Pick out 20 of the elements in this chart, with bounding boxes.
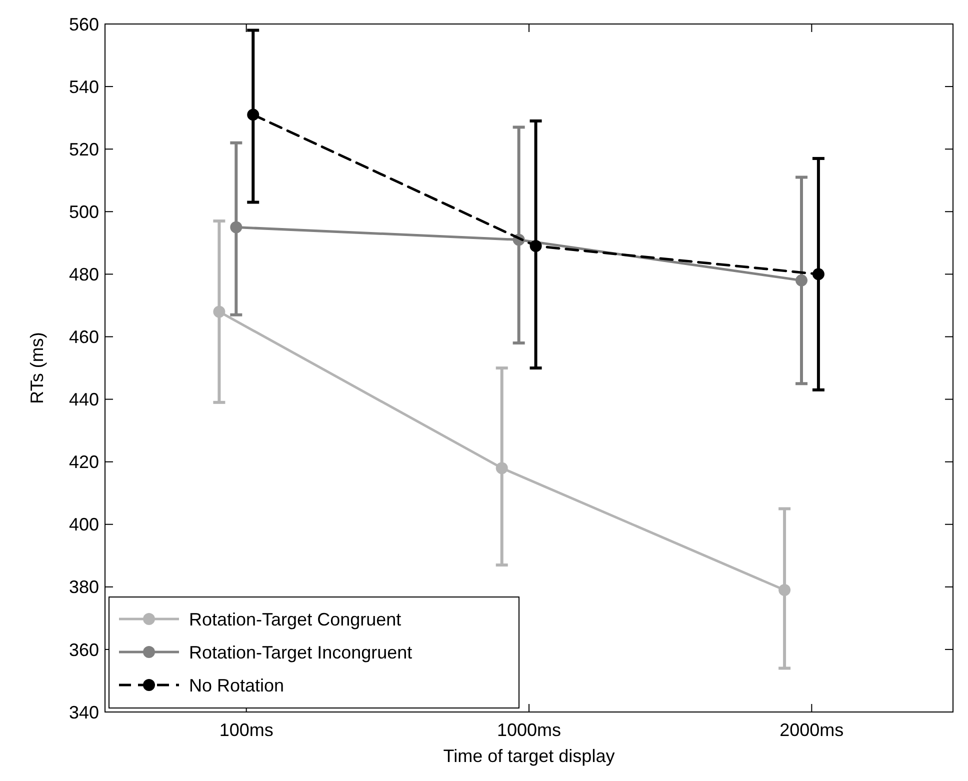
y-axis-title: RTs (ms) — [27, 332, 47, 404]
y-tick-label: 360 — [68, 640, 99, 660]
x-tick-label: 100ms — [219, 720, 274, 740]
x-tick-label: 1000ms — [496, 720, 562, 740]
y-tick-label: 540 — [68, 76, 99, 97]
legend-label: No Rotation — [189, 675, 284, 696]
legend-label: Rotation-Target Congruent — [189, 609, 402, 630]
y-tick-label: 400 — [68, 514, 99, 535]
x-tick-label: 2000ms — [780, 720, 844, 740]
y-tick-label: 480 — [68, 264, 99, 284]
y-tick-label: 340 — [68, 702, 99, 722]
legend-label: Rotation-Target Incongruent — [189, 642, 412, 662]
y-tick-label: 520 — [68, 139, 99, 160]
y-tick-label: 440 — [68, 390, 99, 410]
y-tick-label: 460 — [68, 327, 99, 348]
y-tick-label: 420 — [68, 452, 99, 472]
x-axis-title: Time of target display — [443, 746, 615, 766]
y-tick-label: 380 — [68, 577, 99, 598]
y-tick-label: 500 — [68, 202, 99, 222]
y-tick-label: 560 — [68, 14, 99, 34]
